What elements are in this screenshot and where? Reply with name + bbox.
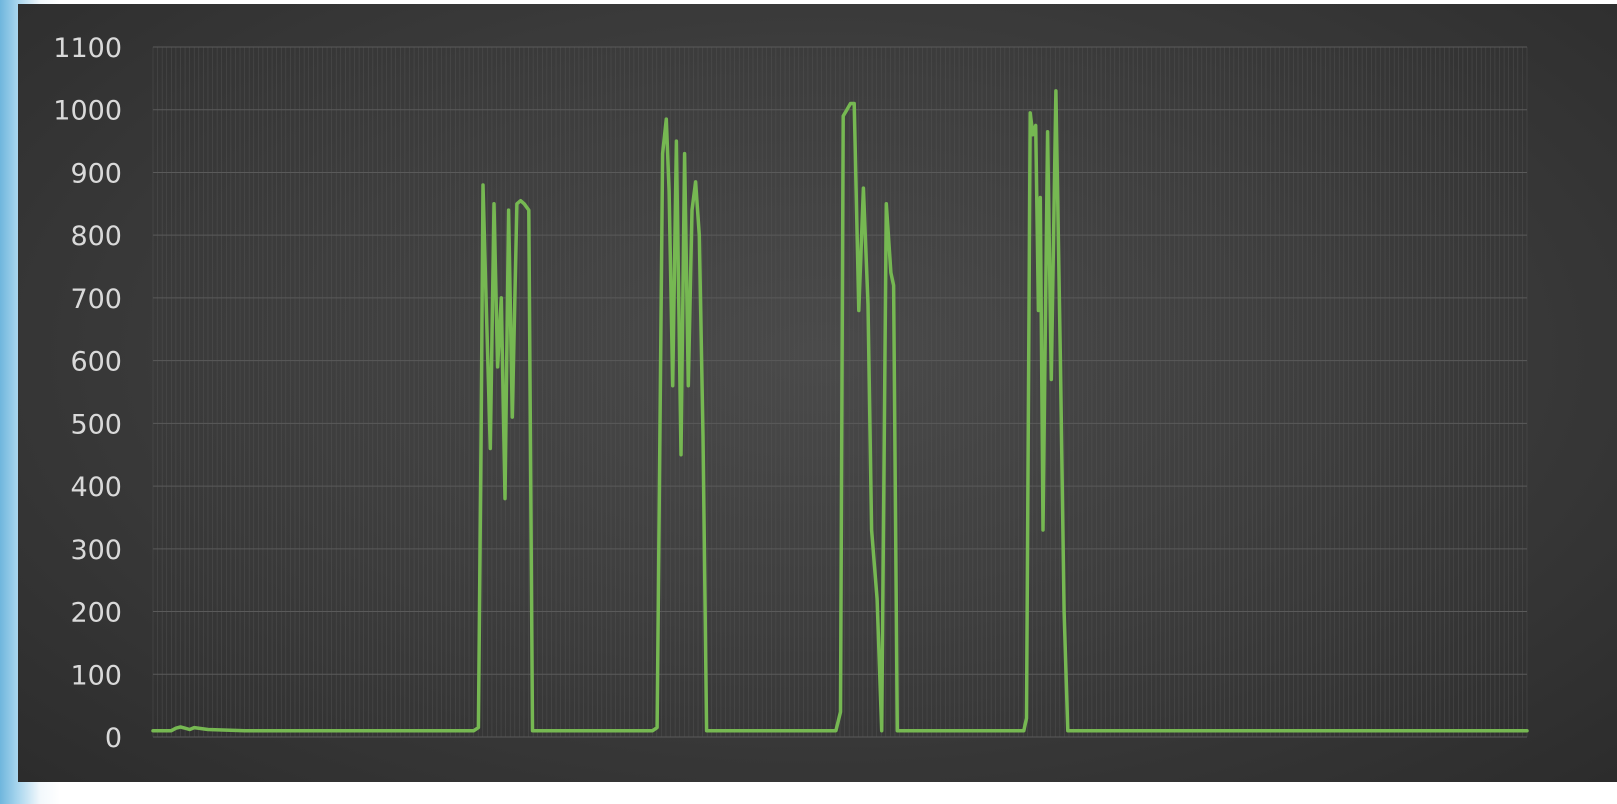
y-tick-label: 1000 (53, 96, 122, 127)
y-tick-label: 700 (70, 284, 122, 315)
y-tick-label: 100 (70, 660, 122, 691)
y-tick-label: 200 (70, 598, 122, 629)
grid-lines (152, 46, 1528, 738)
series-layer (151, 89, 1529, 733)
chart-area: 0 100 200 300 400 500 600 700 800 900 1000 1100 (18, 4, 1617, 782)
y-tick-label: 900 (70, 158, 122, 189)
y-tick-label: 500 (70, 409, 122, 440)
line-chart: 0 100 200 300 400 500 600 700 800 900 1000 1100 (53, 33, 1529, 754)
series-line-1 (151, 89, 1529, 733)
y-tick-label: 1100 (53, 33, 122, 64)
y-tick-label: 400 (70, 472, 122, 503)
y-axis-tick-labels: 0 100 200 300 400 500 600 700 800 900 1000 1100 (53, 33, 122, 754)
y-tick-label: 300 (70, 535, 122, 566)
y-tick-label: 600 (70, 347, 122, 378)
y-tick-label: 0 (105, 723, 122, 754)
y-tick-label: 800 (70, 221, 122, 252)
